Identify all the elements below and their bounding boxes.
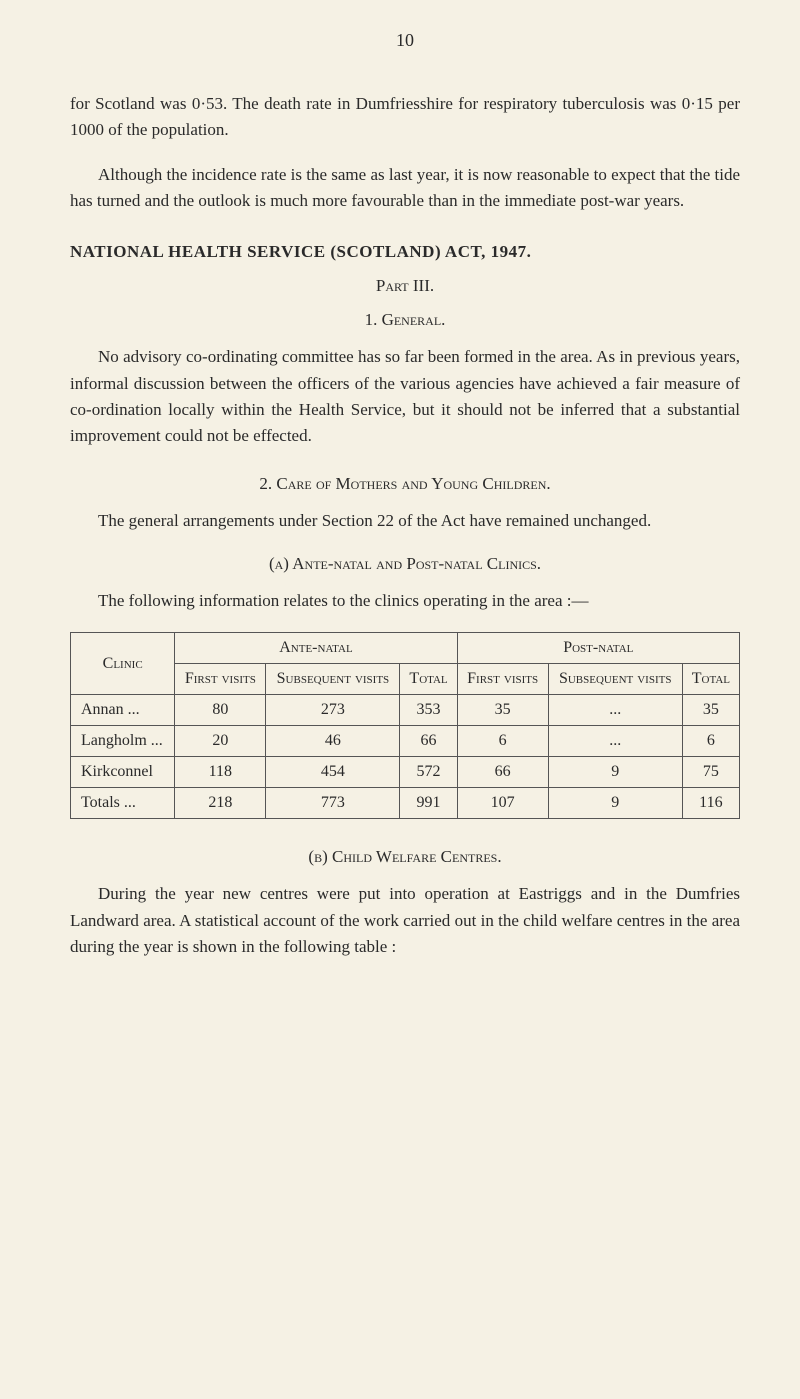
group-post: Post-natal	[457, 633, 739, 664]
cell: ...	[548, 726, 682, 757]
cell: 118	[175, 757, 266, 788]
sub-a-heading: (a) Ante-natal and Post-natal Clinics.	[70, 554, 740, 574]
cell-clinic: Langholm ...	[71, 726, 175, 757]
group-ante: Ante-natal	[175, 633, 457, 664]
cell: 273	[266, 695, 400, 726]
paragraph-3: No advisory co-ordinating committee has …	[70, 344, 740, 449]
col-ante-subseq: Subsequent visits	[266, 664, 400, 695]
col-ante-total: Total	[400, 664, 457, 695]
cell-clinic: Kirkconnel	[71, 757, 175, 788]
cell: 80	[175, 695, 266, 726]
cell: ...	[548, 695, 682, 726]
cell: 35	[682, 695, 739, 726]
cell: 6	[682, 726, 739, 757]
cell: 9	[548, 788, 682, 819]
table-row: Langholm ... 20 46 66 6 ... 6	[71, 726, 740, 757]
paragraph-4: The general arrangements under Section 2…	[70, 508, 740, 534]
cell: 454	[266, 757, 400, 788]
page-number: 10	[70, 30, 740, 51]
part-heading: Part III.	[70, 276, 740, 296]
cell-clinic: Annan ...	[71, 695, 175, 726]
cell: 9	[548, 757, 682, 788]
cell: 20	[175, 726, 266, 757]
paragraph-2: Although the incidence rate is the same …	[70, 162, 740, 215]
paragraph-1: for Scotland was 0·53. The death rate in…	[70, 91, 740, 144]
cell-clinic: Totals ...	[71, 788, 175, 819]
col-clinic: Clinic	[71, 633, 175, 695]
col-post-first: First visits	[457, 664, 548, 695]
act-heading: NATIONAL HEALTH SERVICE (SCOTLAND) ACT, …	[70, 242, 740, 262]
cell: 116	[682, 788, 739, 819]
table-row: Annan ... 80 273 353 35 ... 35	[71, 695, 740, 726]
cell: 572	[400, 757, 457, 788]
cell: 218	[175, 788, 266, 819]
general-heading: 1. General.	[70, 310, 740, 330]
cell: 991	[400, 788, 457, 819]
sub-b-heading: (b) Child Welfare Centres.	[70, 847, 740, 867]
paragraph-6: During the year new centres were put int…	[70, 881, 740, 960]
care-heading: 2. Care of Mothers and Young Children.	[70, 474, 740, 494]
table-row: Kirkconnel 118 454 572 66 9 75	[71, 757, 740, 788]
cell: 773	[266, 788, 400, 819]
col-post-total: Total	[682, 664, 739, 695]
cell: 75	[682, 757, 739, 788]
cell: 6	[457, 726, 548, 757]
col-post-subseq: Subsequent visits	[548, 664, 682, 695]
cell: 66	[400, 726, 457, 757]
table-row: Totals ... 218 773 991 107 9 116	[71, 788, 740, 819]
cell: 35	[457, 695, 548, 726]
cell: 46	[266, 726, 400, 757]
cell: 107	[457, 788, 548, 819]
cell: 66	[457, 757, 548, 788]
clinics-table: Clinic Ante-natal Post-natal First visit…	[70, 632, 740, 819]
paragraph-5: The following information relates to the…	[70, 588, 740, 614]
cell: 353	[400, 695, 457, 726]
col-ante-first: First visits	[175, 664, 266, 695]
